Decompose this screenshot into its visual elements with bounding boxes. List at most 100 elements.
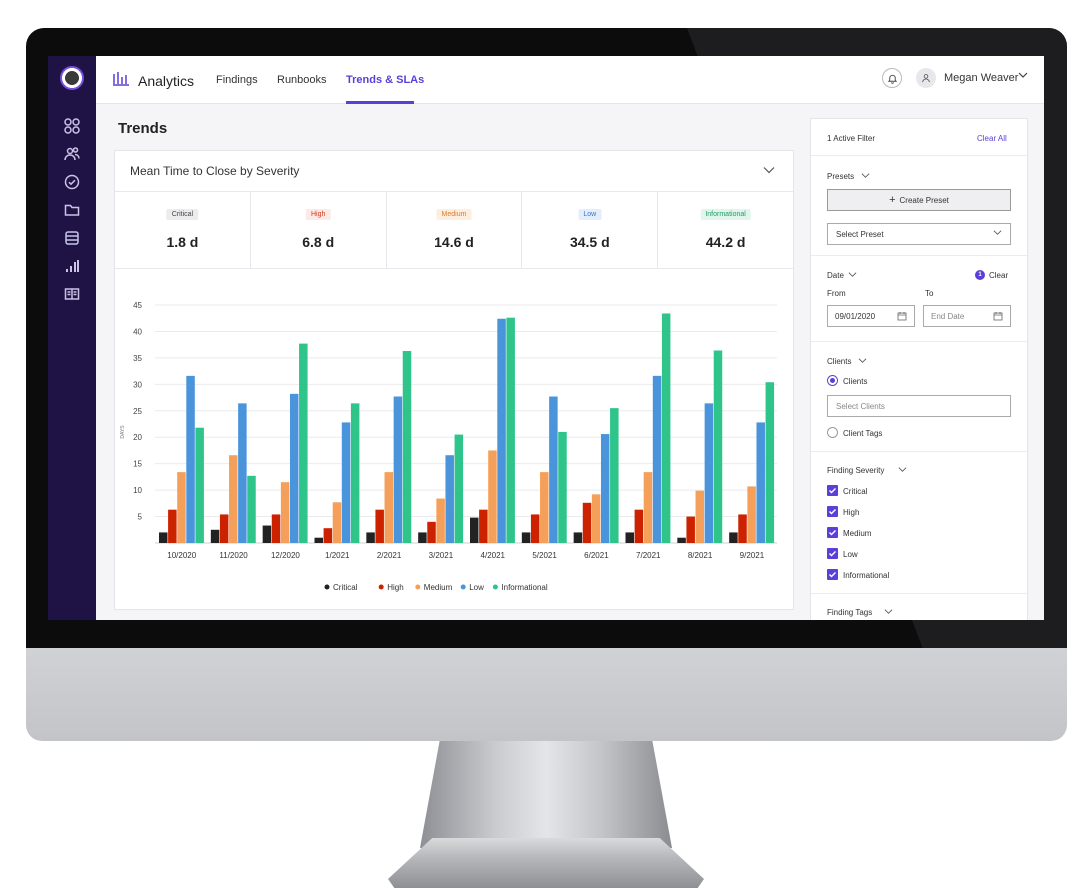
bar-high xyxy=(168,509,177,543)
x-tick-label: 6/2021 xyxy=(584,551,609,560)
severity-informational-label[interactable]: Informational xyxy=(843,571,890,580)
database-icon[interactable] xyxy=(62,230,82,250)
active-filter-count: 1 Active Filter xyxy=(827,134,876,143)
severity-low-checkbox[interactable] xyxy=(827,548,838,559)
app-screen: Analytics Findings Runbooks Trends & SLA… xyxy=(48,56,1044,620)
collapse-chevron-icon[interactable] xyxy=(763,163,775,175)
create-preset-label: Create Preset xyxy=(899,195,949,205)
clear-all-link[interactable]: Clear All xyxy=(977,134,1007,143)
severity-critical-label[interactable]: Critical xyxy=(843,487,868,496)
client-tags-radio[interactable] xyxy=(827,427,838,438)
book-icon[interactable] xyxy=(62,286,82,306)
check-circle-icon[interactable] xyxy=(62,174,82,194)
bar-critical xyxy=(314,537,323,543)
finding-severity-label[interactable]: Finding Severity xyxy=(827,466,885,475)
bar-low xyxy=(497,318,506,543)
stat-value: 34.5 d xyxy=(569,234,610,250)
bar-high xyxy=(271,514,281,543)
client-tags-radio-label[interactable]: Client Tags xyxy=(843,429,883,438)
legend-label: Informational xyxy=(501,583,547,592)
nav-findings[interactable]: Findings xyxy=(216,74,258,86)
bar-informational xyxy=(765,382,775,543)
severity-low-label[interactable]: Low xyxy=(843,550,858,559)
bar-high xyxy=(530,514,540,543)
x-tick-label: 11/2020 xyxy=(219,551,248,560)
divider xyxy=(811,593,1027,594)
notifications-bell-icon[interactable] xyxy=(882,68,902,88)
clients-radio-label[interactable]: Clients xyxy=(843,377,868,386)
severity-critical-checkbox[interactable] xyxy=(827,485,838,496)
clients-chevron-icon[interactable] xyxy=(858,356,867,367)
bar-high xyxy=(738,514,747,543)
app-logo[interactable] xyxy=(60,66,84,90)
bar-low xyxy=(756,422,765,543)
page-title: Trends xyxy=(118,120,168,137)
select-clients-input[interactable]: Select Clients xyxy=(827,395,1011,417)
x-tick-label: 9/2021 xyxy=(740,551,765,560)
stat-critical: Critical 1.8 d xyxy=(115,192,251,268)
from-date-input[interactable]: 09/01/2020 xyxy=(827,305,915,327)
severity-informational-checkbox[interactable] xyxy=(827,569,838,580)
brand[interactable]: Analytics xyxy=(112,70,194,91)
bar-chart-icon[interactable] xyxy=(62,258,82,278)
select-preset-value: Select Preset xyxy=(836,229,884,239)
clients-radio[interactable] xyxy=(827,375,838,386)
top-nav: Analytics Findings Runbooks Trends & SLA… xyxy=(96,56,1044,104)
create-preset-button[interactable]: + Create Preset xyxy=(827,189,1011,211)
bar-low xyxy=(238,403,247,543)
nav-trends-slas[interactable]: Trends & SLAs xyxy=(346,74,425,86)
severity-high-label[interactable]: High xyxy=(843,508,860,517)
bar-high xyxy=(375,509,384,543)
divider xyxy=(811,451,1027,452)
stat-low: Low 34.5 d xyxy=(522,192,659,268)
finding-tags-label[interactable]: Finding Tags xyxy=(827,608,873,617)
bar-medium xyxy=(332,502,342,543)
clear-date-link[interactable]: Clear xyxy=(989,271,1009,280)
chevron-down-icon xyxy=(993,228,1002,239)
date-chevron-icon[interactable] xyxy=(848,270,857,281)
legend-marker-low xyxy=(460,584,466,590)
divider xyxy=(811,341,1027,342)
folder-icon[interactable] xyxy=(62,202,82,222)
bar-high xyxy=(323,528,333,543)
analytics-icon xyxy=(112,70,130,91)
y-tick-label: 40 xyxy=(133,327,142,336)
user-menu-chevron-icon[interactable] xyxy=(1018,70,1028,83)
users-icon[interactable] xyxy=(62,146,82,166)
nav-runbooks[interactable]: Runbooks xyxy=(277,74,327,86)
presets-label[interactable]: Presets xyxy=(827,172,855,181)
clients-label[interactable]: Clients xyxy=(827,357,852,366)
stat-medium: Medium 14.6 d xyxy=(387,192,523,268)
bar-informational xyxy=(402,351,412,543)
severity-chevron-icon[interactable] xyxy=(898,465,907,476)
bar-medium xyxy=(436,498,445,543)
bar-critical xyxy=(521,532,531,543)
presets-chevron-icon[interactable] xyxy=(861,171,870,182)
to-date-input[interactable]: End Date xyxy=(923,305,1011,327)
severity-badge: Medium xyxy=(436,209,472,220)
y-tick-label: 15 xyxy=(133,460,142,469)
tags-chevron-icon[interactable] xyxy=(884,607,893,618)
user-avatar-icon[interactable] xyxy=(916,68,936,88)
severity-medium-checkbox[interactable] xyxy=(827,527,838,538)
severity-medium-label[interactable]: Medium xyxy=(843,529,872,538)
x-tick-label: 2/2021 xyxy=(377,551,402,560)
legend-marker-informational xyxy=(492,584,498,590)
bar-medium xyxy=(747,486,756,543)
bar-low xyxy=(445,455,454,543)
bar-critical xyxy=(418,532,427,543)
date-filter-count-badge: 1 xyxy=(975,270,985,280)
bar-critical xyxy=(625,532,634,543)
legend-label: Medium xyxy=(424,583,453,592)
stat-informational: Informational 44.2 d xyxy=(658,192,793,268)
dashboard-icon[interactable] xyxy=(62,118,82,138)
severity-high-checkbox[interactable] xyxy=(827,506,838,517)
y-tick-label: 10 xyxy=(133,486,142,495)
left-sidebar xyxy=(48,56,96,620)
date-label[interactable]: Date xyxy=(827,271,844,280)
user-name[interactable]: Megan Weaver xyxy=(944,72,1019,84)
select-preset-dropdown[interactable]: Select Preset xyxy=(827,223,1011,245)
severity-badge: Low xyxy=(578,209,602,220)
active-nav-indicator xyxy=(346,101,414,104)
bar-informational xyxy=(661,313,671,543)
